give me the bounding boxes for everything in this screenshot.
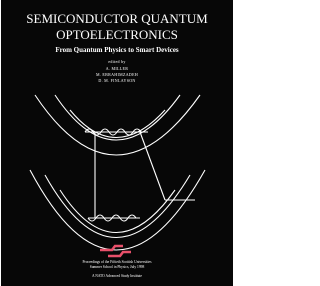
editor: A. MILLER	[106, 66, 129, 71]
edited-by: edited by	[108, 59, 125, 64]
proceedings: Proceedings of the Fiftieth Scottish Uni…	[83, 260, 153, 264]
book-cover	[1, 0, 233, 286]
title-line: OPTOELECTRONICS	[56, 27, 178, 42]
editor: M. EBRAHIMZADEH	[96, 72, 138, 77]
subtitle: From Quantum Physics to Smart Devices	[55, 46, 179, 54]
title-line: SEMICONDUCTOR QUANTUM	[26, 11, 208, 26]
page: SEMICONDUCTOR QUANTUM OPTOELECTRONICS Fr…	[0, 0, 245, 286]
footer: A NATO Advanced Study Institute	[92, 274, 142, 278]
editor: D. M. FINLAYSON	[98, 78, 135, 83]
